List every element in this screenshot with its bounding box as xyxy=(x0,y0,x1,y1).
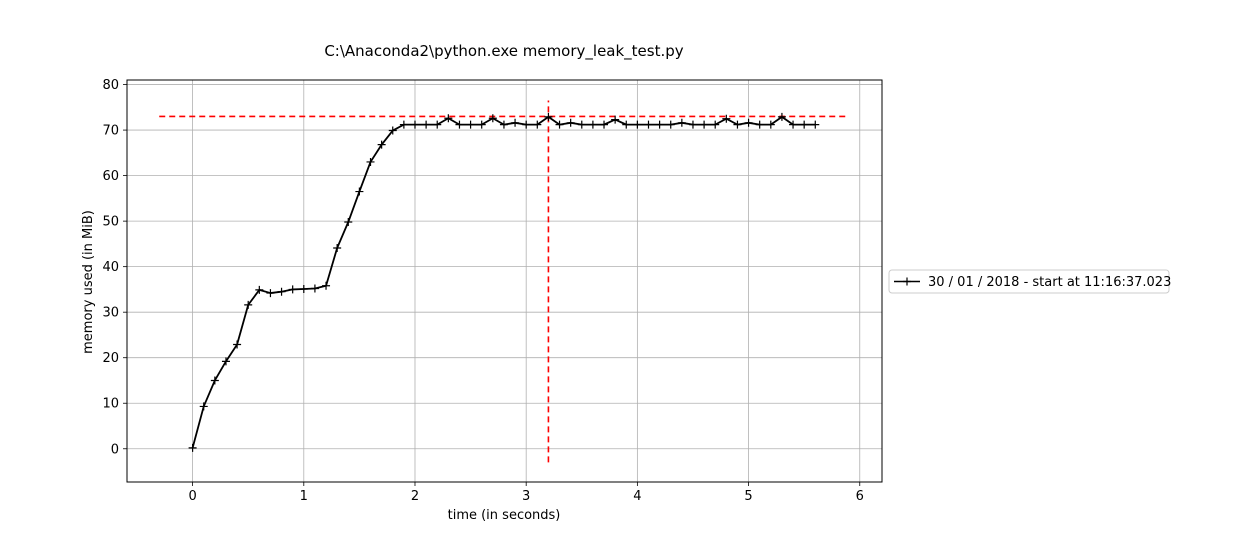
data-point-marker xyxy=(733,120,742,129)
data-point-marker xyxy=(233,340,242,349)
y-tick-label: 70 xyxy=(102,124,119,139)
data-point-marker xyxy=(466,120,475,129)
data-point-marker xyxy=(455,120,464,129)
data-point-marker xyxy=(221,357,230,366)
data-point-marker xyxy=(622,120,631,129)
data-point-marker xyxy=(633,120,642,129)
data-point-marker xyxy=(499,120,508,129)
data-point-marker xyxy=(800,120,809,129)
data-point-marker xyxy=(644,120,653,129)
data-point-marker xyxy=(210,376,219,385)
x-tick-label: 1 xyxy=(300,489,308,504)
data-point-marker xyxy=(310,284,319,293)
y-tick-label: 20 xyxy=(102,351,119,366)
data-point-marker xyxy=(533,120,542,129)
axes-frame xyxy=(126,79,883,483)
data-point-marker xyxy=(677,118,686,127)
x-tick-label: 5 xyxy=(744,489,752,504)
plot-area xyxy=(159,100,849,463)
y-tick-label: 10 xyxy=(102,397,119,412)
data-point-marker xyxy=(722,114,731,123)
data-point-marker xyxy=(600,120,609,129)
y-tick-label: 30 xyxy=(102,306,119,321)
data-point-marker xyxy=(433,120,442,129)
data-point-marker xyxy=(744,118,753,127)
data-point-marker xyxy=(577,120,586,129)
data-point-marker xyxy=(511,118,520,127)
x-tick-label: 4 xyxy=(633,489,641,504)
x-tick-label: 2 xyxy=(411,489,419,504)
data-point-marker xyxy=(777,112,786,121)
data-point-marker xyxy=(789,120,798,129)
data-point-marker xyxy=(322,281,331,290)
data-point-marker xyxy=(333,243,342,252)
y-tick-label: 80 xyxy=(102,78,119,93)
data-point-marker xyxy=(711,120,720,129)
data-point-marker xyxy=(811,120,820,129)
data-point-marker xyxy=(188,443,197,452)
legend-frame xyxy=(888,269,1170,294)
data-point-marker xyxy=(277,287,286,296)
data-point-marker xyxy=(488,114,497,123)
data-point-marker xyxy=(688,120,697,129)
data-point-marker xyxy=(410,120,419,129)
legend: 30 / 01 / 2018 - start at 11:16:37.023 xyxy=(888,269,1171,294)
data-point-marker xyxy=(700,120,709,129)
x-axis-label: time (in seconds) xyxy=(448,508,561,523)
chart-title: C:\Anaconda2\python.exe memory_leak_test… xyxy=(324,42,683,61)
y-tick-label: 50 xyxy=(102,215,119,230)
y-tick-label: 60 xyxy=(102,169,119,184)
y-axis-label: memory used (in MiB) xyxy=(81,210,96,354)
data-point-marker xyxy=(344,218,353,227)
y-tick-label: 40 xyxy=(102,260,119,275)
data-point-marker xyxy=(666,120,675,129)
data-point-marker xyxy=(422,120,431,129)
x-tick-label: 3 xyxy=(522,489,530,504)
legend-series-label: 30 / 01 / 2018 - start at 11:16:37.023 xyxy=(928,275,1171,290)
data-point-marker xyxy=(399,120,408,129)
data-point-marker xyxy=(366,157,375,166)
data-point-marker xyxy=(588,120,597,129)
data-point-marker xyxy=(522,120,531,129)
legend-plus-marker-icon xyxy=(903,277,911,286)
data-point-marker xyxy=(755,120,764,129)
y-tick-label: 0 xyxy=(111,442,119,457)
data-point-marker xyxy=(377,140,386,149)
data-point-marker xyxy=(477,120,486,129)
data-point-marker xyxy=(444,114,453,123)
data-point-marker xyxy=(544,112,553,121)
data-point-marker xyxy=(288,285,297,294)
data-point-marker xyxy=(355,187,364,196)
data-point-marker xyxy=(388,126,397,135)
x-tick-label: 6 xyxy=(856,489,864,504)
data-point-marker xyxy=(611,115,620,124)
x-tick-label: 0 xyxy=(188,489,196,504)
grid xyxy=(127,80,882,482)
data-point-marker xyxy=(199,402,208,411)
data-point-marker xyxy=(766,120,775,129)
data-point-marker xyxy=(244,300,253,309)
data-point-marker xyxy=(299,284,308,293)
data-point-marker xyxy=(655,120,664,129)
data-point-marker xyxy=(566,118,575,127)
data-point-marker xyxy=(266,289,275,298)
data-point-marker xyxy=(555,120,564,129)
data-point-marker xyxy=(255,285,264,294)
